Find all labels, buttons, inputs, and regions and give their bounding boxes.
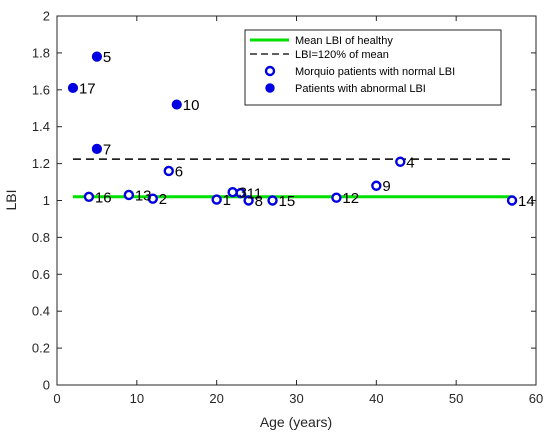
normal-lbi-point — [506, 195, 518, 206]
point-label: 8 — [255, 193, 263, 210]
legend-mean-line-label: Mean LBI of healthy — [295, 35, 393, 47]
abnormal-lbi-point — [91, 51, 103, 62]
point-label: 12 — [342, 190, 359, 207]
normal-lbi-point — [243, 195, 254, 206]
y-tick-label: 0.8 — [32, 230, 50, 245]
legend-box — [244, 29, 502, 106]
legend-normal-lbi-label: Morquio patients with normal LBI — [295, 66, 455, 78]
x-tick-label: 50 — [449, 391, 463, 406]
point-label: 14 — [518, 193, 535, 210]
y-tick-label: 1.2 — [32, 156, 50, 171]
legend-threshold-line-label: LBI=120% of mean — [295, 49, 389, 61]
y-tick-label: 2 — [43, 9, 50, 24]
point-label: 2 — [159, 191, 167, 208]
normal-lbi-point — [331, 192, 342, 203]
abnormal-lbi-point — [171, 99, 182, 110]
normal-lbi-point — [211, 194, 222, 205]
point-label: 11 — [247, 186, 263, 203]
point-label: 13 — [135, 187, 152, 204]
normal-lbi-point — [395, 156, 406, 167]
y-tick-label: 1.8 — [32, 45, 50, 60]
x-tick-label: 40 — [369, 391, 383, 406]
legend-abnormal-lbi-label: Patients with abnormal LBI — [295, 83, 426, 95]
point-label: 16 — [95, 189, 112, 206]
point-label: 10 — [183, 97, 200, 114]
point-label: 17 — [79, 80, 96, 97]
y-tick-label: 1 — [43, 193, 50, 208]
x-tick-label: 20 — [209, 391, 223, 406]
y-tick-label: 1.4 — [32, 119, 50, 134]
y-tick-label: 0 — [43, 378, 50, 393]
point-label: 1 — [223, 192, 231, 209]
normal-lbi-point — [235, 187, 246, 199]
point-label: 15 — [279, 193, 296, 210]
normal-lbi-point — [147, 193, 159, 204]
normal-lbi-point — [163, 165, 174, 177]
point-label: 9 — [382, 178, 390, 195]
y-tick-label: 0.6 — [32, 267, 50, 282]
x-tick-label: 0 — [53, 391, 60, 406]
normal-lbi-point — [83, 191, 95, 203]
abnormal-lbi-point — [91, 143, 103, 154]
y-tick-label: 0.4 — [32, 304, 50, 319]
x-axis-title: Age (years) — [260, 414, 332, 430]
legend-filled-circle-swatch — [265, 83, 275, 93]
x-tick-label: 30 — [289, 391, 303, 406]
normal-lbi-point — [371, 180, 382, 191]
point-label: 6 — [175, 163, 183, 180]
legend-open-circle-swatch — [264, 65, 276, 77]
y-tick-label: 1.6 — [32, 82, 50, 97]
point-label: 3 — [239, 185, 247, 202]
point-label: 7 — [103, 141, 111, 158]
normal-lbi-point — [267, 195, 278, 206]
point-label: 4 — [406, 154, 414, 171]
y-tick-label: 0.2 — [32, 341, 50, 356]
point-label: 5 — [103, 49, 111, 66]
abnormal-lbi-point — [67, 82, 79, 94]
x-tick-label: 60 — [529, 391, 543, 406]
normal-lbi-point — [123, 189, 135, 201]
x-tick-label: 10 — [130, 391, 144, 406]
y-axis-title: LBI — [3, 189, 19, 210]
